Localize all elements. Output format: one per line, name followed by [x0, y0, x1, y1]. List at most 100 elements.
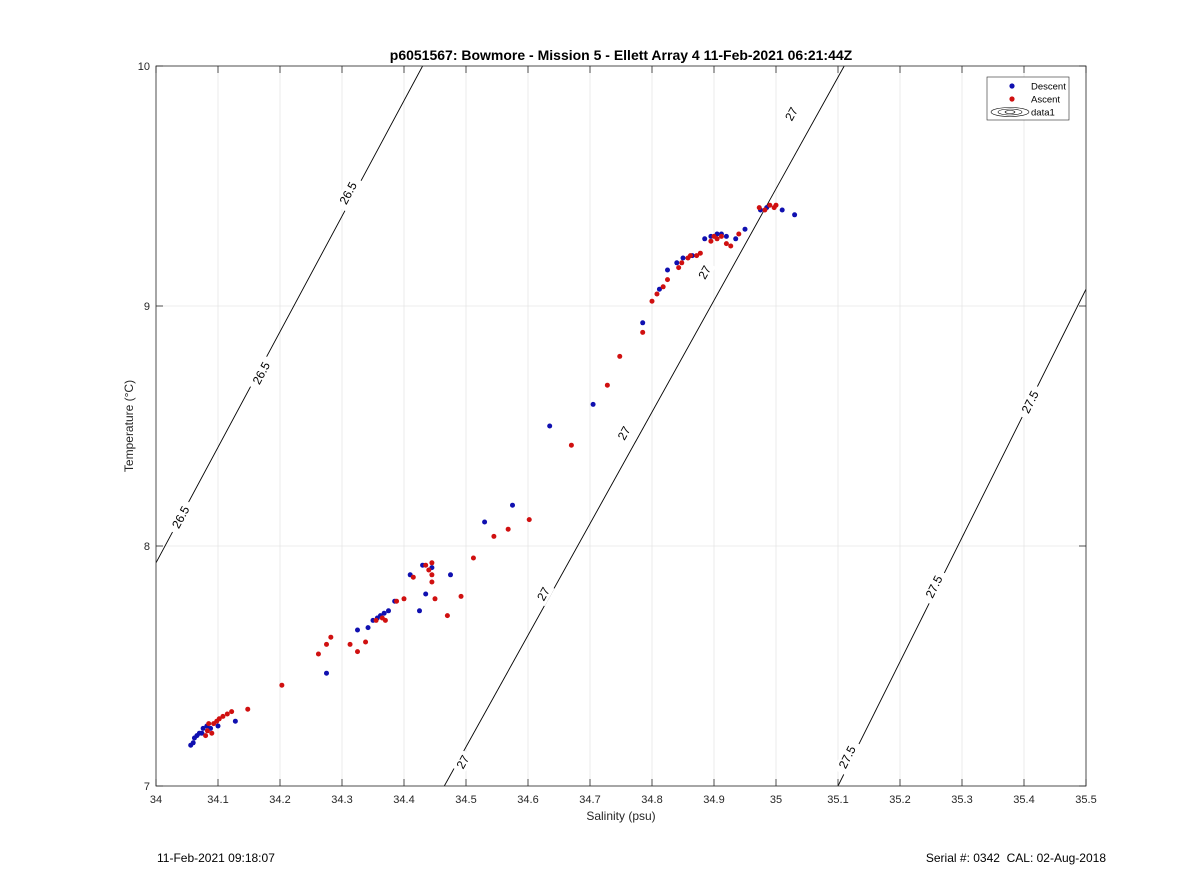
descent-point [190, 740, 196, 746]
isopycnal-line [156, 66, 423, 564]
ascent-point [220, 713, 226, 719]
y-tick-label: 8 [144, 541, 150, 553]
ascent-point [491, 533, 497, 539]
isopycnal-label-bg [833, 738, 862, 776]
descent-point [510, 502, 515, 508]
ascent-point [363, 639, 369, 645]
legend-data1-label: data1 [1031, 108, 1055, 119]
descent-point [355, 627, 360, 633]
descent-point [640, 320, 646, 326]
descent-point [665, 267, 670, 273]
descent-point [365, 625, 371, 631]
isopycnal-label-bg [920, 568, 948, 606]
x-tick-label: 34.3 [331, 794, 352, 806]
x-tick-label: 35.5 [1075, 794, 1096, 806]
ascent-point [355, 649, 360, 655]
ascent-point [687, 253, 693, 259]
descent-point [200, 725, 206, 731]
ascent-point [279, 682, 285, 688]
ascent-point [315, 651, 321, 657]
axes-box [155, 65, 1087, 787]
ascent-point [604, 382, 610, 388]
ascent-point [640, 329, 646, 335]
isopycnal-label-bg [166, 498, 196, 536]
descent-point [779, 207, 785, 213]
ascent-point [762, 207, 768, 213]
descent-point [324, 670, 329, 676]
descent-point [232, 718, 238, 724]
chart-title: p6051567: Bowmore - Mission 5 - Ellett A… [390, 47, 853, 63]
ascent-point [423, 562, 429, 568]
ascent-point [204, 728, 210, 734]
ascent-point [245, 706, 251, 712]
isopycnal-label-bg [451, 749, 474, 775]
x-tick-label: 34.7 [579, 794, 600, 806]
ascent-point [676, 265, 682, 271]
ascent-point [694, 253, 700, 259]
descent-point [547, 423, 553, 429]
isopycnal-label-bg [247, 354, 276, 392]
x-tick-label: 35 [770, 794, 782, 806]
descent-point [423, 591, 429, 597]
descent-point [590, 401, 596, 407]
legend-contour-icon [990, 107, 1030, 117]
ascent-point [568, 442, 574, 448]
ascent-point [432, 596, 438, 602]
isopycnal-label: 27 [454, 752, 473, 771]
isopycnal-label: 27 [695, 263, 714, 282]
legend-descent-label: Descent [1031, 82, 1066, 93]
ascent-point [347, 641, 353, 647]
descent-point [381, 610, 387, 616]
ascent-point [526, 517, 532, 523]
isopycnal-label-bg [613, 421, 636, 446]
x-tick-label: 34.5 [455, 794, 476, 806]
ascent-point [458, 593, 464, 599]
legend-ascent-label: Ascent [1031, 95, 1060, 106]
axis-ticks: 34 34.1 34.2 34.3 34.4 34.5 34.6 34.7 34.8 34.9 35… [138, 61, 1097, 806]
descent-point [448, 572, 453, 578]
isopycnal-label-bg [532, 581, 555, 607]
descent-point [417, 608, 422, 614]
y-tick-label: 10 [138, 61, 150, 73]
isopycnal-line [443, 66, 845, 786]
footer-timestamp: 11-Feb-2021 09:18:07 [157, 851, 275, 865]
descent-point [742, 226, 748, 232]
isopycnal-label-bg [333, 174, 363, 212]
ascent-point [203, 733, 209, 739]
ascent-point [679, 260, 685, 266]
isopycnal-label: 27 [534, 584, 553, 603]
x-tick-label: 35.3 [951, 794, 972, 806]
ascent-point [429, 572, 435, 578]
ascent-point [373, 617, 379, 623]
ascent-point [756, 205, 762, 211]
isopycnal-label: 27 [615, 424, 634, 443]
ascent-point [324, 641, 329, 647]
descent-point [733, 236, 739, 242]
x-tick-label: 35.2 [889, 794, 910, 806]
ascent-point [382, 617, 388, 623]
ascent-point [394, 598, 400, 604]
ascent-point [410, 574, 416, 580]
ascent-point [444, 613, 450, 619]
ascent-point [773, 202, 779, 208]
ascent-point [209, 730, 215, 736]
descent-point [674, 260, 680, 266]
ascent-point [767, 202, 773, 208]
x-axis-label: Salinity (psu) [586, 809, 655, 823]
data-points [188, 202, 798, 748]
y-tick-label: 9 [144, 301, 150, 313]
descent-point [656, 286, 662, 292]
x-tick-label: 35.4 [1013, 794, 1034, 806]
ascent-point [718, 233, 724, 239]
ascent-point [328, 634, 334, 640]
ascent-point [470, 555, 476, 561]
ascent-point [723, 241, 729, 247]
ascent-point [224, 711, 230, 717]
descent-point [199, 730, 205, 736]
legend-ascent-marker [1009, 96, 1015, 102]
ascent-point [654, 291, 660, 297]
y-tick-label: 7 [144, 781, 150, 793]
descent-point [680, 255, 686, 261]
ascent-point [660, 284, 666, 290]
